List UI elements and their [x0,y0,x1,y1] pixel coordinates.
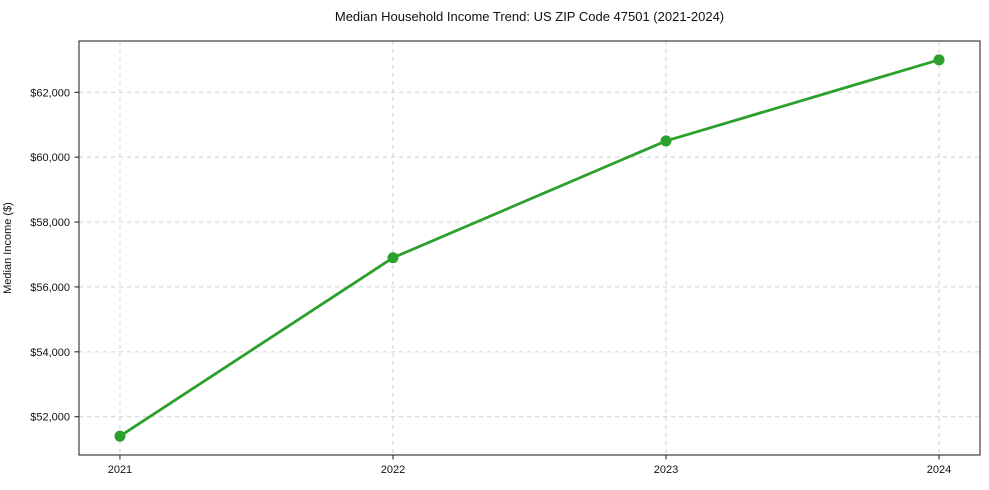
data-points [114,54,945,442]
y-tick-label: $62,000 [30,87,70,99]
y-tick-label: $52,000 [30,412,70,424]
x-tick-label: 2024 [927,464,951,476]
y-tick-label: $60,000 [30,152,70,164]
data-point-2024 [933,54,945,66]
y-tick-label: $58,000 [30,217,70,229]
data-point-2023 [660,135,672,147]
gridlines [79,41,980,455]
y-tick-label: $56,000 [30,282,70,294]
data-point-2021 [114,430,126,442]
plot-frame [78,40,981,456]
trend-line [118,58,941,438]
data-point-2022 [387,252,399,264]
y-tick-label: $54,000 [30,347,70,359]
chart-title: Median Household Income Trend: US ZIP Co… [334,9,725,24]
x-tick-label: 2021 [108,464,132,476]
x-tick-label: 2022 [381,464,405,476]
x-tick-label: 2023 [654,464,678,476]
tick-marks [74,91,940,460]
tick-labels: 2021 2022 2023 2024 $52,000 $54,000 $56,000 $58… [30,87,951,476]
